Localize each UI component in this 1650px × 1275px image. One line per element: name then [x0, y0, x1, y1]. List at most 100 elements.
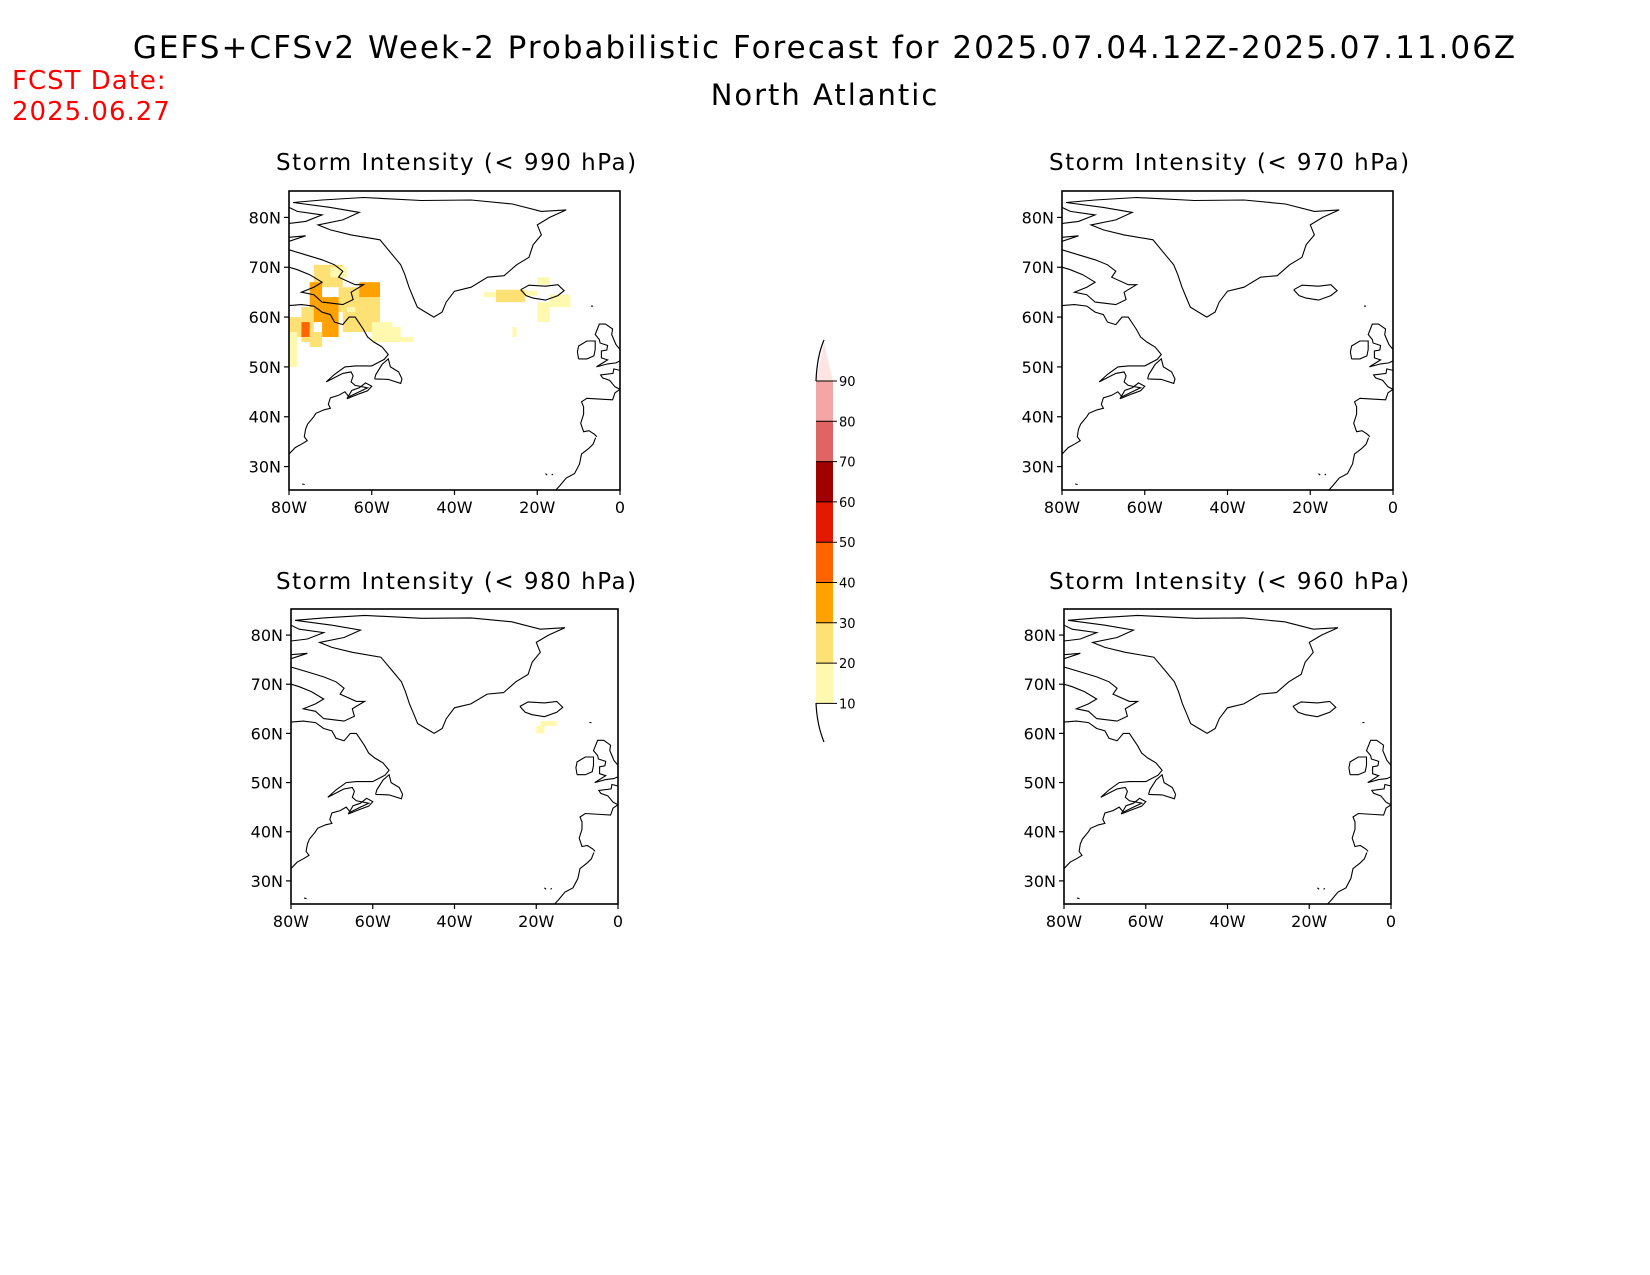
colorbar-box — [816, 461, 833, 502]
lat-tick-label: 60N — [251, 724, 283, 743]
coastline — [293, 196, 567, 318]
lon-tick-label: 20W — [1292, 498, 1328, 517]
coastline — [374, 357, 403, 385]
map-frame — [288, 190, 621, 491]
probability-cell — [330, 267, 347, 278]
coastline — [291, 720, 390, 869]
lat-tick-label: 30N — [1024, 872, 1056, 891]
coastline — [1348, 756, 1368, 776]
lat-tick-label: 40N — [249, 408, 281, 427]
probability-cell — [380, 327, 401, 337]
coastline — [1323, 887, 1326, 890]
colorbar-lower-tip — [816, 703, 833, 740]
probability-cell — [301, 322, 310, 337]
colorbar-box — [816, 501, 833, 543]
lat-tick-label: 70N — [249, 258, 281, 277]
coastline — [289, 206, 325, 224]
coastline — [1062, 249, 1139, 306]
coastline — [375, 773, 404, 800]
coastline — [599, 368, 620, 390]
lon-tick-label: 20W — [518, 912, 554, 931]
probability-cell — [309, 332, 323, 347]
lat-tick-label: 80N — [1024, 626, 1056, 645]
coastline — [1317, 887, 1320, 890]
map-contents-3 — [291, 614, 618, 904]
colorbar-box — [816, 421, 833, 462]
colorbar-label: 60 — [839, 496, 856, 511]
coastline — [291, 624, 326, 642]
lat-tick-label: 30N — [1022, 458, 1054, 477]
coastline — [1066, 196, 1340, 318]
lon-tick-label: 40W — [1209, 498, 1245, 517]
lat-tick-label: 70N — [251, 675, 283, 694]
coastline — [1292, 700, 1337, 718]
coastline — [1120, 797, 1147, 815]
coastline — [519, 700, 564, 718]
lon-tick-label: 20W — [1291, 912, 1327, 931]
coastline — [545, 473, 548, 476]
lon-tick-label: 0 — [1386, 912, 1396, 931]
lon-tick-label: 40W — [1209, 912, 1245, 931]
lat-tick-label: 30N — [249, 458, 281, 477]
coastline — [580, 388, 620, 438]
map-contents-2 — [1062, 196, 1393, 490]
colorbar-label: 80 — [839, 415, 856, 430]
colorbar-box — [816, 622, 833, 664]
colorbar-box — [816, 663, 833, 704]
coastline — [1353, 388, 1393, 438]
coastline — [1062, 304, 1163, 455]
coastline — [520, 284, 565, 301]
coastline — [1328, 437, 1370, 490]
coastline — [291, 652, 308, 660]
lon-tick-label: 0 — [613, 912, 623, 931]
coastline — [1148, 773, 1177, 800]
map-frame — [1061, 190, 1394, 491]
coastline — [346, 382, 373, 400]
probability-cell — [512, 327, 517, 337]
coastline — [1324, 473, 1327, 476]
lat-tick-label: 40N — [1024, 823, 1056, 842]
lon-tick-label: 60W — [355, 912, 391, 931]
lat-tick-label: 70N — [1024, 675, 1056, 694]
coastline — [544, 887, 547, 890]
colorbar-box — [816, 582, 833, 623]
panel-3-title: Storm Intensity (< 980 hPa) — [276, 569, 638, 595]
coastline — [1147, 357, 1176, 385]
colorbar-label: 50 — [839, 536, 856, 551]
fcst-date-text: 2025.06.27 — [12, 97, 171, 127]
coastline — [1327, 852, 1368, 904]
lat-tick-label: 60N — [249, 308, 281, 327]
lon-tick-label: 80W — [273, 912, 309, 931]
lon-tick-label: 60W — [1127, 498, 1163, 517]
lon-tick-label: 60W — [1128, 912, 1164, 931]
coastline — [592, 739, 618, 784]
lon-tick-label: 80W — [1044, 498, 1080, 517]
figure-title: GEFS+CFSv2 Week-2 Probabilistic Forecast… — [132, 30, 1518, 66]
lat-tick-label: 80N — [1022, 208, 1054, 227]
coastline — [597, 783, 618, 806]
coastline — [1062, 206, 1098, 224]
forecast-date-label: FCST Date: 2025.06.27 — [12, 66, 171, 128]
colorbar-label: 20 — [839, 657, 856, 672]
probability-cell — [537, 302, 550, 322]
coastline — [551, 473, 554, 476]
coastline — [1064, 652, 1081, 660]
lon-tick-label: 80W — [1046, 912, 1082, 931]
coastline — [295, 614, 566, 735]
coastline — [1372, 368, 1393, 390]
probability-cell — [524, 290, 538, 296]
probability-cell — [388, 337, 414, 342]
probability-cell — [540, 721, 557, 726]
coastline — [289, 235, 306, 242]
coastline — [554, 852, 595, 904]
panel-1-title: Storm Intensity (< 990 hPa) — [276, 150, 638, 176]
lat-tick-label: 50N — [1022, 358, 1054, 377]
probability-cell — [549, 294, 571, 308]
lon-tick-label: 0 — [615, 498, 625, 517]
coastline — [1064, 720, 1163, 869]
colorbar: 10 20 30 40 50 60 70 80 90 — [815, 339, 856, 743]
coastline — [576, 340, 596, 360]
coastline — [555, 437, 597, 490]
probability-cell — [483, 292, 496, 298]
coastline — [1367, 323, 1393, 368]
